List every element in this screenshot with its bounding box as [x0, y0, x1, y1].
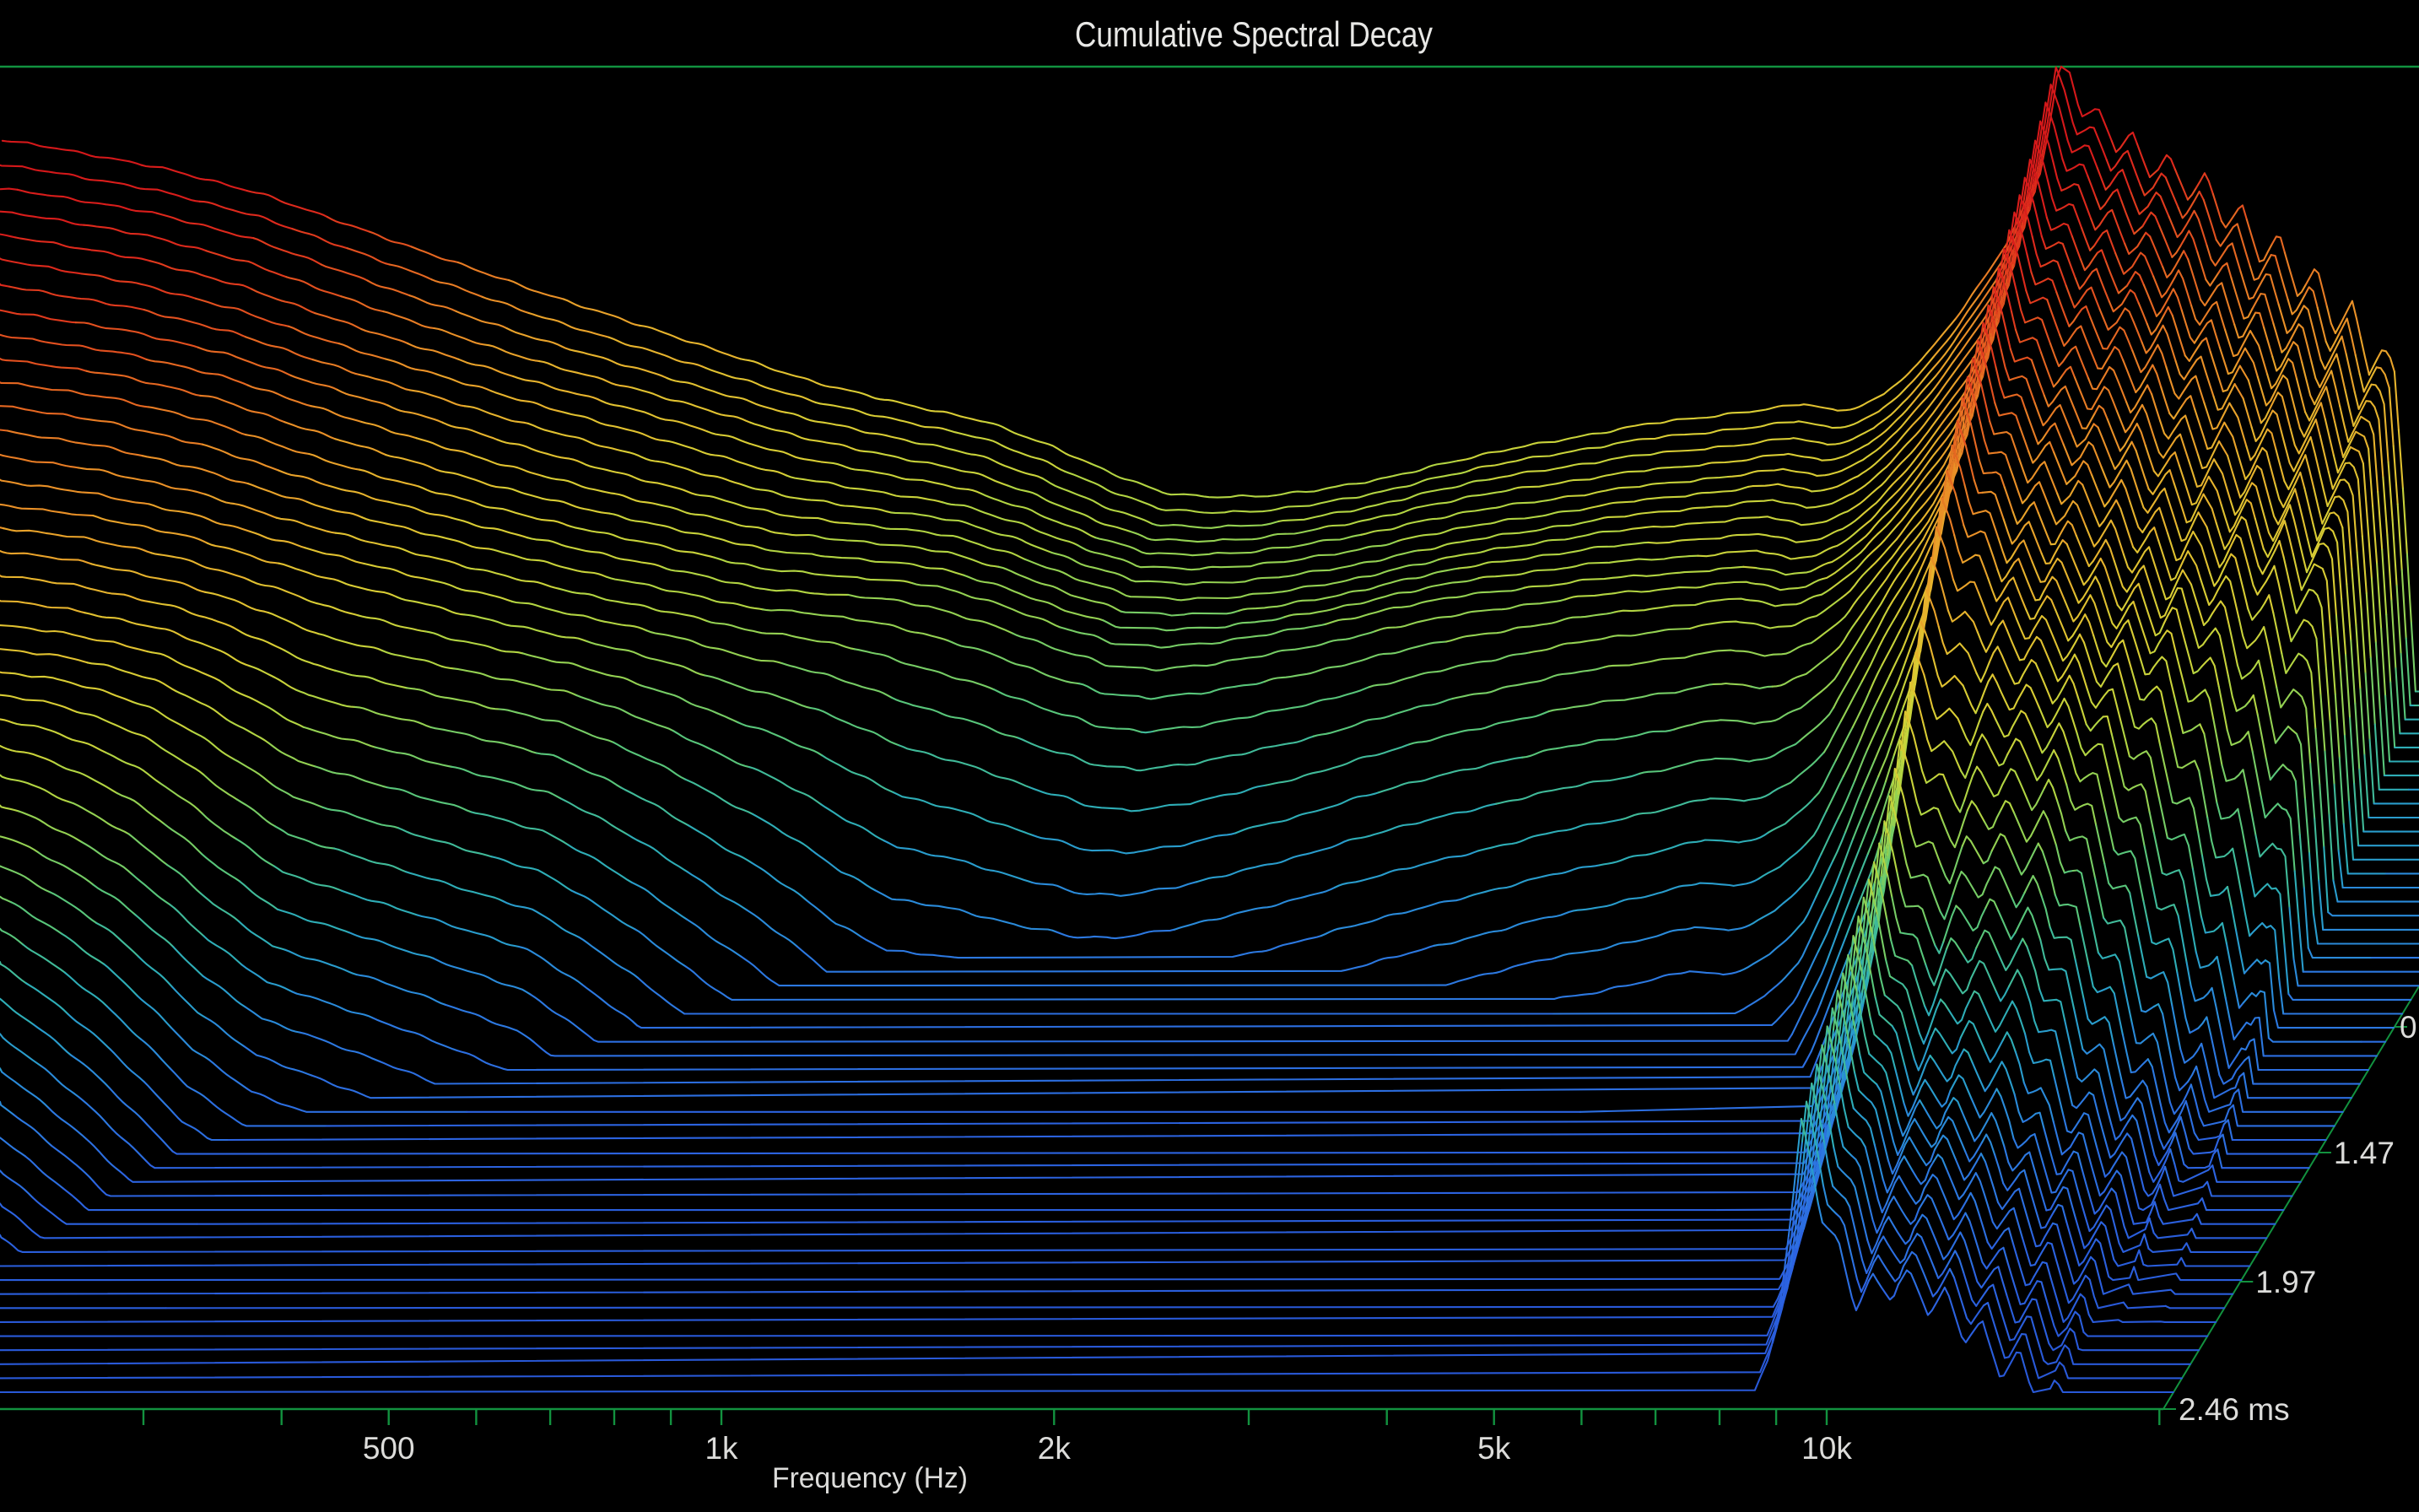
svg-text:1k: 1k [705, 1431, 738, 1466]
svg-text:500: 500 [363, 1431, 415, 1466]
svg-text:Cumulative Spectral Decay: Cumulative Spectral Decay [1075, 14, 1433, 54]
svg-text:Frequency (Hz): Frequency (Hz) [772, 1462, 968, 1494]
svg-text:2k: 2k [1038, 1431, 1072, 1466]
svg-text:1.97: 1.97 [2255, 1265, 2316, 1299]
svg-text:5k: 5k [1477, 1431, 1511, 1466]
svg-text:1.47: 1.47 [2334, 1136, 2395, 1170]
svg-text:10k: 10k [1801, 1431, 1852, 1466]
svg-text:2.46 ms: 2.46 ms [2179, 1392, 2290, 1427]
svg-text:0: 0 [2400, 1010, 2417, 1045]
